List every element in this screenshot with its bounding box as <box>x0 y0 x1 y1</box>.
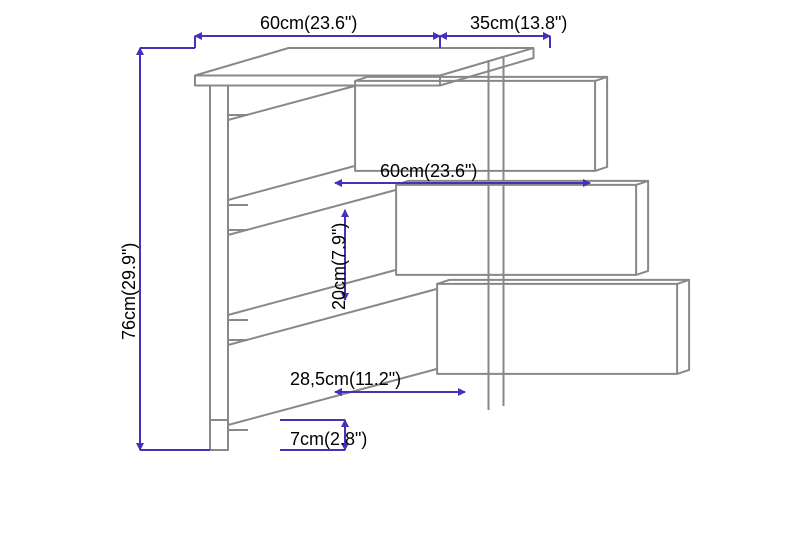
dim-height-label: 76cm(29.9") <box>120 243 138 340</box>
dim-drawer-gap-label: 20cm(7.9") <box>330 223 348 310</box>
dim-depth-label: 35cm(13.8") <box>470 14 567 32</box>
dim-width-label: 60cm(23.6") <box>260 14 357 32</box>
dim-foot-height-label: 7cm(2.8") <box>290 430 367 448</box>
dim-drawer-width-label: 60cm(23.6") <box>380 162 477 180</box>
dim-drawer-ext-label: 28,5cm(11.2") <box>290 370 401 388</box>
furniture-outline <box>195 48 689 450</box>
